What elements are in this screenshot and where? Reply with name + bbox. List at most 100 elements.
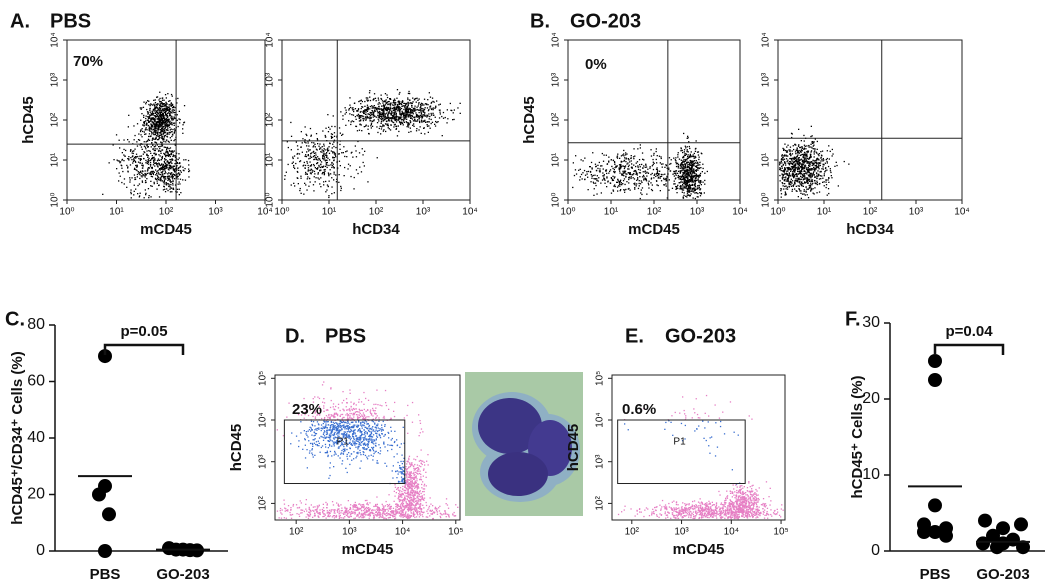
event-dot bbox=[444, 512, 447, 514]
event-dot bbox=[794, 169, 796, 171]
event-dot bbox=[162, 122, 164, 125]
event-dot bbox=[804, 194, 806, 196]
event-dot bbox=[798, 165, 801, 167]
event-dot bbox=[801, 150, 803, 152]
event-dot bbox=[697, 188, 699, 190]
event-dot bbox=[151, 110, 153, 112]
event-dot bbox=[145, 133, 147, 135]
event-dot bbox=[689, 180, 691, 183]
event-dot bbox=[404, 112, 406, 114]
event-dot bbox=[798, 185, 800, 187]
event-dot bbox=[158, 136, 160, 138]
event-dot bbox=[409, 127, 411, 129]
event-dot bbox=[687, 188, 689, 190]
event-dot bbox=[793, 148, 795, 151]
event-dot bbox=[688, 173, 690, 176]
event-dot bbox=[148, 116, 151, 118]
event-dot bbox=[699, 195, 702, 197]
event-dot bbox=[397, 110, 399, 112]
event-dot bbox=[182, 124, 184, 126]
event-dot bbox=[366, 499, 368, 502]
event-dot bbox=[285, 508, 287, 510]
event-dot bbox=[365, 111, 367, 113]
event-dot bbox=[680, 170, 682, 172]
event-dot bbox=[377, 103, 379, 105]
event-dot bbox=[164, 146, 167, 148]
event-dot bbox=[153, 156, 155, 158]
event-dot bbox=[683, 187, 685, 189]
event-dot bbox=[444, 116, 446, 119]
event-dot bbox=[385, 514, 387, 517]
event-dot bbox=[436, 100, 438, 102]
event-dot bbox=[631, 166, 633, 169]
event-dot bbox=[670, 159, 672, 161]
event-dot bbox=[349, 508, 351, 511]
event-dot bbox=[697, 164, 699, 166]
event-dot bbox=[643, 176, 645, 178]
event-dot bbox=[355, 125, 358, 128]
event-dot bbox=[383, 100, 385, 103]
event-dot bbox=[652, 163, 654, 166]
event-dot bbox=[299, 189, 301, 192]
event-dot bbox=[698, 158, 700, 161]
event-dot bbox=[642, 171, 644, 173]
event-dot bbox=[179, 178, 182, 180]
event-dot bbox=[417, 105, 419, 107]
event-dot bbox=[169, 114, 171, 116]
event-dot bbox=[133, 174, 136, 176]
event-dot bbox=[163, 129, 165, 131]
event-dot bbox=[171, 176, 173, 178]
event-dot bbox=[338, 153, 340, 155]
event-dot bbox=[324, 514, 326, 516]
event-dot bbox=[415, 101, 417, 103]
event-dot bbox=[177, 172, 179, 175]
event-dot bbox=[300, 177, 302, 179]
event-dot bbox=[400, 113, 402, 115]
event-dot bbox=[169, 179, 171, 181]
event-dot bbox=[823, 181, 825, 183]
event-dot bbox=[783, 173, 786, 175]
event-dot bbox=[650, 177, 653, 179]
event-dot bbox=[635, 162, 637, 164]
event-dot bbox=[816, 183, 819, 186]
event-dot bbox=[800, 192, 802, 194]
event-dot bbox=[425, 115, 427, 117]
event-dot bbox=[166, 188, 168, 190]
event-dot bbox=[401, 103, 403, 105]
event-dot bbox=[628, 177, 630, 179]
event-dot bbox=[438, 104, 440, 106]
event-dot bbox=[579, 168, 581, 170]
event-dot bbox=[677, 152, 679, 154]
event-dot bbox=[324, 168, 326, 171]
event-dot bbox=[447, 515, 450, 517]
event-dot bbox=[392, 115, 394, 117]
event-dot bbox=[659, 176, 662, 178]
event-dot bbox=[159, 136, 161, 139]
event-dot bbox=[384, 113, 386, 115]
event-dot bbox=[786, 151, 789, 153]
event-dot bbox=[308, 139, 311, 141]
event-dot bbox=[358, 511, 360, 514]
event-dot bbox=[303, 161, 305, 164]
event-dot bbox=[823, 175, 825, 177]
event-dot bbox=[306, 134, 308, 137]
event-dot bbox=[385, 512, 388, 514]
event-dot bbox=[688, 141, 690, 143]
event-dot bbox=[174, 168, 176, 170]
event-dot bbox=[147, 116, 149, 118]
event-dot bbox=[148, 167, 150, 169]
event-dot bbox=[687, 171, 689, 174]
event-dot bbox=[136, 164, 138, 166]
event-dot bbox=[699, 164, 701, 166]
event-dot bbox=[179, 166, 181, 168]
event-dot bbox=[655, 175, 657, 178]
event-dot bbox=[165, 97, 167, 99]
event-dot bbox=[160, 141, 162, 143]
event-dot bbox=[793, 169, 795, 171]
event-dot bbox=[378, 120, 380, 122]
event-dot bbox=[803, 193, 805, 195]
event-dot bbox=[161, 121, 163, 123]
event-dot bbox=[388, 516, 391, 519]
event-dot bbox=[167, 183, 170, 185]
event-dot bbox=[416, 513, 418, 515]
